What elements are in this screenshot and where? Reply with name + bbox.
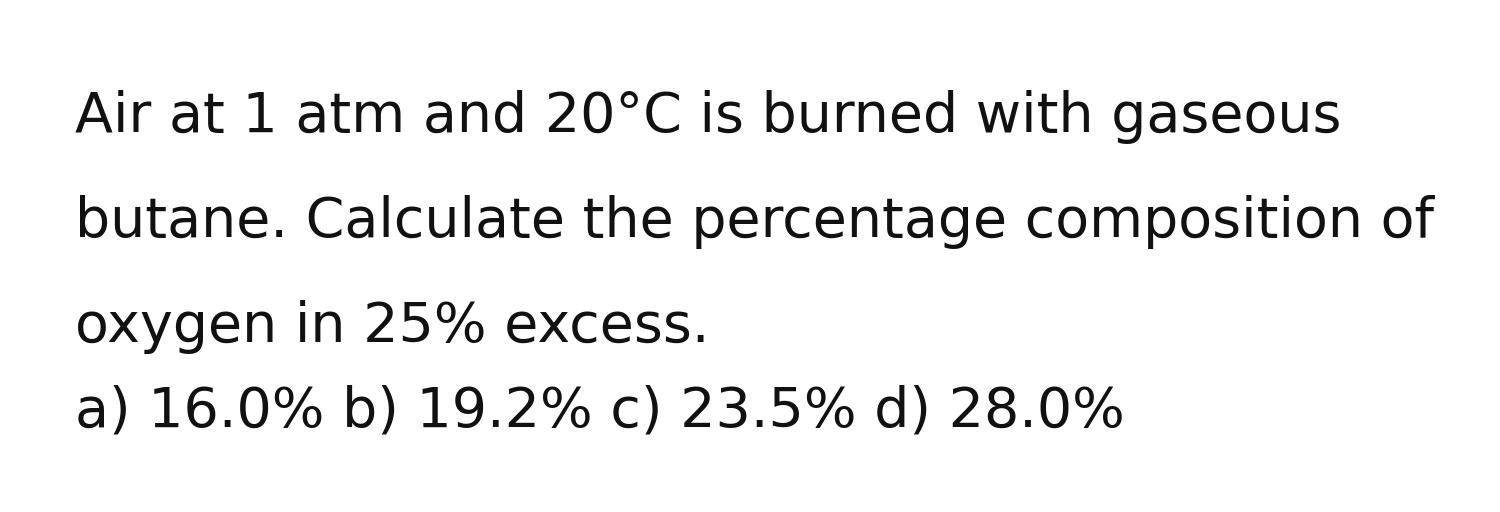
Text: Air at 1 atm and 20°C is burned with gaseous: Air at 1 atm and 20°C is burned with gas…	[75, 90, 1341, 144]
Text: oxygen in 25% excess.: oxygen in 25% excess.	[75, 300, 710, 354]
Text: butane. Calculate the percentage composition of: butane. Calculate the percentage composi…	[75, 195, 1434, 249]
Text: a) 16.0% b) 19.2% c) 23.5% d) 28.0%: a) 16.0% b) 19.2% c) 23.5% d) 28.0%	[75, 385, 1125, 439]
